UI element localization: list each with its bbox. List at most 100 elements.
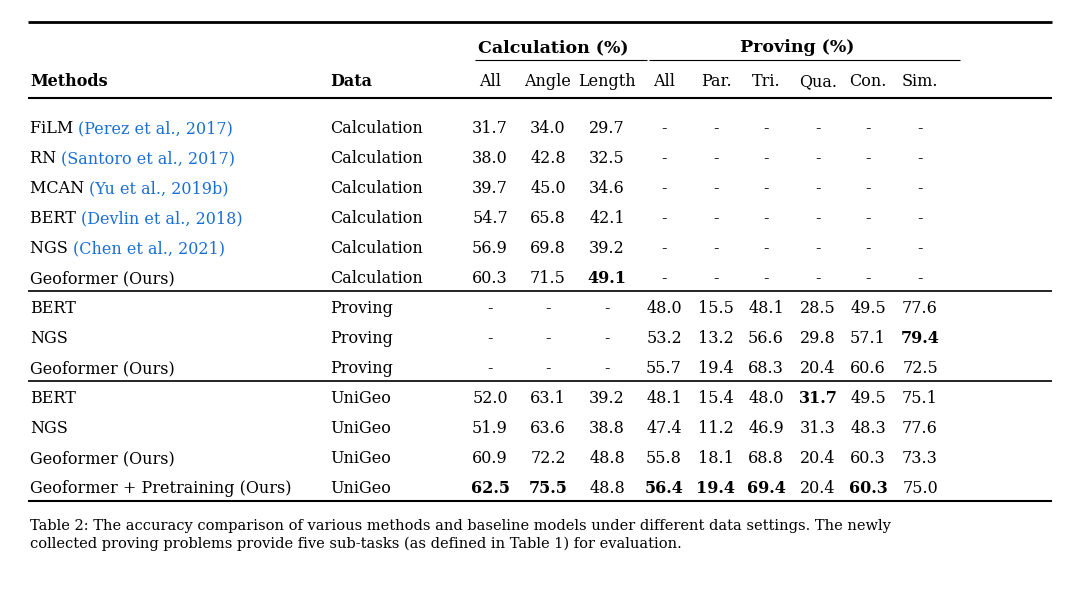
Text: 69.4: 69.4: [746, 480, 785, 497]
Text: -: -: [815, 210, 821, 227]
Text: Geoformer (Ours): Geoformer (Ours): [30, 360, 175, 377]
Text: -: -: [917, 150, 922, 167]
Text: FiLM: FiLM: [30, 120, 79, 137]
Text: 62.5: 62.5: [471, 480, 510, 497]
Text: -: -: [713, 120, 719, 137]
Text: Calculation: Calculation: [330, 270, 422, 287]
Text: 55.8: 55.8: [646, 450, 681, 467]
Text: -: -: [487, 330, 492, 347]
Text: -: -: [764, 180, 769, 197]
Text: 56.4: 56.4: [645, 480, 684, 497]
Text: collected proving problems provide five sub-tasks (as defined in Table 1) for ev: collected proving problems provide five …: [30, 537, 681, 551]
Text: 47.4: 47.4: [646, 420, 681, 437]
Text: 48.1: 48.1: [646, 390, 681, 407]
Text: -: -: [713, 180, 719, 197]
Text: 13.2: 13.2: [698, 330, 734, 347]
Text: -: -: [661, 120, 666, 137]
Text: -: -: [764, 240, 769, 257]
Text: -: -: [815, 150, 821, 167]
Text: -: -: [764, 120, 769, 137]
Text: 48.1: 48.1: [748, 300, 784, 317]
Text: 75.1: 75.1: [902, 390, 937, 407]
Text: 60.3: 60.3: [849, 480, 888, 497]
Text: Table 2: The accuracy comparison of various methods and baseline models under di: Table 2: The accuracy comparison of vari…: [30, 519, 891, 533]
Text: Par.: Par.: [701, 73, 731, 91]
Text: 29.7: 29.7: [589, 120, 625, 137]
Text: 34.6: 34.6: [589, 180, 625, 197]
Text: UniGeo: UniGeo: [330, 480, 391, 497]
Text: -: -: [545, 360, 551, 377]
Text: 63.6: 63.6: [530, 420, 566, 437]
Text: -: -: [865, 240, 870, 257]
Text: -: -: [917, 240, 922, 257]
Text: -: -: [917, 180, 922, 197]
Text: 56.9: 56.9: [472, 240, 508, 257]
Text: 48.3: 48.3: [850, 420, 886, 437]
Text: 42.1: 42.1: [590, 210, 625, 227]
Text: Proving: Proving: [330, 360, 393, 377]
Text: 77.6: 77.6: [902, 420, 937, 437]
Text: Proving: Proving: [330, 300, 393, 317]
Text: -: -: [604, 360, 610, 377]
Text: 72.2: 72.2: [530, 450, 566, 467]
Text: Angle: Angle: [525, 73, 571, 91]
Text: (Yu et al., 2019b): (Yu et al., 2019b): [90, 180, 229, 197]
Text: 49.1: 49.1: [588, 270, 626, 287]
Text: -: -: [865, 210, 870, 227]
Text: Geoformer (Ours): Geoformer (Ours): [30, 270, 175, 287]
Text: 48.0: 48.0: [748, 390, 784, 407]
Text: NGS: NGS: [30, 330, 68, 347]
Text: Calculation: Calculation: [330, 210, 422, 227]
Text: 60.6: 60.6: [850, 360, 886, 377]
Text: 45.0: 45.0: [530, 180, 566, 197]
Text: 55.7: 55.7: [646, 360, 681, 377]
Text: Calculation (%): Calculation (%): [478, 40, 629, 56]
Text: UniGeo: UniGeo: [330, 390, 391, 407]
Text: -: -: [713, 150, 719, 167]
Text: -: -: [713, 240, 719, 257]
Text: All: All: [480, 73, 501, 91]
Text: 57.1: 57.1: [850, 330, 886, 347]
Text: 68.8: 68.8: [748, 450, 784, 467]
Text: -: -: [917, 210, 922, 227]
Text: 15.4: 15.4: [698, 390, 734, 407]
Text: Calculation: Calculation: [330, 120, 422, 137]
Text: RN: RN: [30, 150, 62, 167]
Text: (Chen et al., 2021): (Chen et al., 2021): [72, 240, 225, 257]
Text: -: -: [487, 300, 492, 317]
Text: Calculation: Calculation: [330, 240, 422, 257]
Text: NGS: NGS: [30, 420, 68, 437]
Text: 51.9: 51.9: [472, 420, 508, 437]
Text: 52.0: 52.0: [472, 390, 508, 407]
Text: UniGeo: UniGeo: [330, 450, 391, 467]
Text: MCAN: MCAN: [30, 180, 90, 197]
Text: Sim.: Sim.: [902, 73, 939, 91]
Text: Methods: Methods: [30, 73, 108, 91]
Text: 69.8: 69.8: [530, 240, 566, 257]
Text: 31.3: 31.3: [800, 420, 836, 437]
Text: 18.1: 18.1: [698, 450, 734, 467]
Text: 63.1: 63.1: [530, 390, 566, 407]
Text: 31.7: 31.7: [472, 120, 508, 137]
Text: -: -: [764, 150, 769, 167]
Text: 71.5: 71.5: [530, 270, 566, 287]
Text: 38.0: 38.0: [472, 150, 508, 167]
Text: -: -: [815, 120, 821, 137]
Text: Qua.: Qua.: [799, 73, 837, 91]
Text: (Santoro et al., 2017): (Santoro et al., 2017): [62, 150, 235, 167]
Text: 79.4: 79.4: [901, 330, 940, 347]
Text: -: -: [865, 120, 870, 137]
Text: -: -: [815, 270, 821, 287]
Text: Length: Length: [578, 73, 636, 91]
Text: -: -: [865, 150, 870, 167]
Text: 29.8: 29.8: [800, 330, 836, 347]
Text: 19.4: 19.4: [698, 360, 734, 377]
Text: Calculation: Calculation: [330, 150, 422, 167]
Text: Proving (%): Proving (%): [740, 40, 854, 56]
Text: BERT: BERT: [30, 300, 76, 317]
Text: -: -: [713, 210, 719, 227]
Text: Con.: Con.: [849, 73, 887, 91]
Text: 49.5: 49.5: [850, 390, 886, 407]
Text: -: -: [604, 330, 610, 347]
Text: 20.4: 20.4: [800, 450, 836, 467]
